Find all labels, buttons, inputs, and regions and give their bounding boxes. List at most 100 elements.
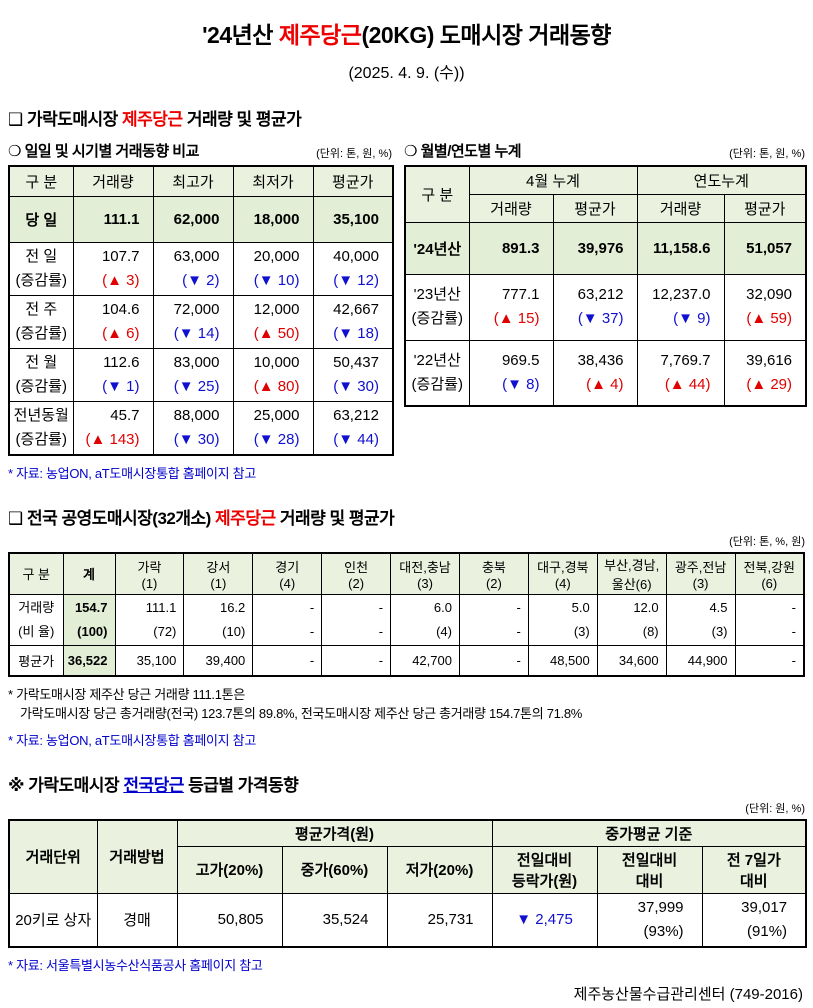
ratio-line: (10) xyxy=(222,624,246,639)
year24-row: '24년산 891.3 39,976 11,158.6 51,057 xyxy=(404,221,807,275)
value-cell: 45.7 (▲ 143) xyxy=(72,400,154,455)
row-label-cell: '23년산 (증감률) xyxy=(404,273,470,341)
value-cell: 6.0 (4) xyxy=(390,594,460,646)
ratio-line: - xyxy=(378,624,384,639)
grade-data-row: 20키로 상자 경매 50,805 35,524 25,731 ▼ 2,475 … xyxy=(8,892,807,947)
national-volume-row: 거래량 (비 율) 154.7 (100) 111.1 (72) 16.2 (10) -… xyxy=(8,594,805,646)
col-header-high: 최고가 xyxy=(152,165,234,197)
value-cell: 88,000 (▼ 30) xyxy=(152,400,234,455)
section1-suffix: 거래량 및 평균가 xyxy=(182,110,302,129)
header-line: 전일대비 xyxy=(516,851,573,869)
section-grade-heading: ※ 가락도매시장 전국당근 등급별 가격동향 xyxy=(8,771,805,796)
change-line: (▼ 28) xyxy=(253,430,300,448)
section1-product-highlight: 제주당근 xyxy=(122,110,183,129)
vs-prev-day-cell: 37,999 (93%) xyxy=(596,892,703,947)
grade-header-row1: 거래단위 거래방법 평균가격(원) 중가평균 기준 xyxy=(8,819,807,894)
value-cell: 111.1 (72) xyxy=(114,594,185,646)
row-label-cell: '22년산 (증감률) xyxy=(404,339,470,407)
row-sublabel: (증감률) xyxy=(411,310,463,327)
col-header-market: 강서 (1) xyxy=(183,552,254,595)
value-cell: - xyxy=(252,645,323,676)
cumulative-table: 구 분 4월 누계 연도누계 거래량 평균가 거래량 평균가 '24년산 891… xyxy=(404,165,808,407)
col-header-market: 대전,충남 (3) xyxy=(390,552,460,595)
col-header-market: 경기 (4) xyxy=(252,552,323,595)
col-header-day-diff: 전일대비 등락가(원) xyxy=(491,845,598,894)
cumulative-table-unit: (단위: 톤, 원, %) xyxy=(729,148,805,160)
section-garak-heading: ❑ 가락도매시장 제주당근 거래량 및 평균가 xyxy=(8,105,805,130)
col-header-vs-prev-day: 전일대비 대비 xyxy=(596,845,703,894)
value-line: 45.7 xyxy=(110,406,140,424)
cumulative-header-row1: 구 분 4월 누계 연도누계 xyxy=(404,165,807,223)
col-header-market: 광주,전남 (3) xyxy=(665,552,736,595)
section3-prefix: ※ 가락도매시장 xyxy=(8,775,124,795)
value-line: 6.0 xyxy=(433,600,452,615)
header-line: 전 7일가 xyxy=(726,851,781,869)
row-sublabel: (비 율) xyxy=(18,624,55,639)
value-line: 12.0 xyxy=(633,600,659,615)
change-line: (▲ 50) xyxy=(253,324,300,342)
value-cell: 20,000 (▼ 10) xyxy=(232,241,314,296)
value-line: 107.7 xyxy=(101,247,140,265)
ratio-line: - xyxy=(791,624,796,639)
footer-organization: 제주농산물수급관리센터 (749-2016) xyxy=(573,985,803,1003)
value-cell: 154.7 (100) xyxy=(62,594,116,646)
value-cell: 40,000 (▼ 12) xyxy=(312,241,394,296)
change-line: (▲ 44) xyxy=(664,375,711,393)
value-cell: 63,212 (▼ 44) xyxy=(312,400,394,455)
value-line: 104.6 xyxy=(101,300,140,318)
col-header-avg: 평균가 xyxy=(312,165,394,197)
garak-share-note: * 가락도매시장 제주산 당근 거래량 111.1톤은 가락도매시장 당근 총거… xyxy=(8,685,805,723)
row-sublabel: (증감률) xyxy=(15,271,67,289)
change-line: (▼ 1) xyxy=(102,377,140,395)
prev-year-month-row: 전년동월 (증감률) 45.7 (▲ 143) 88,000 (▼ 30) 25,00… xyxy=(8,400,394,455)
section-national-heading: ❑ 전국 공영도매시장(32개소) 제주당근 거래량 및 평균가 xyxy=(8,504,805,529)
market-name: 부산,경남, xyxy=(604,557,660,573)
col-header-total: 계 xyxy=(62,552,116,595)
trade-unit-value: 20키로 상자 xyxy=(8,892,98,947)
daily-table-unit: (단위: 톤, 원, %) xyxy=(316,148,392,160)
value-line: 154.7 xyxy=(74,600,108,615)
row-sublabel: (증감률) xyxy=(15,324,67,342)
col-header-volume: 거래량 xyxy=(72,165,154,197)
col-group-april: 4월 누계 xyxy=(468,165,638,195)
cumulative-table-title: ❍ 월별/연도별 누계 xyxy=(404,143,522,160)
col-header-mid60: 중가(60%) xyxy=(281,845,388,894)
row-label: 전 일 xyxy=(25,247,58,265)
market-count: (6) xyxy=(761,575,778,591)
value-line: 777.1 xyxy=(501,286,540,303)
value-cell: 34,600 xyxy=(596,645,667,676)
value-cell: - xyxy=(458,645,529,676)
col-header-gubun: 구 분 xyxy=(8,552,64,595)
year22-row: '22년산 (증감률) 969.5 (▼ 8) 38,436 (▲ 4) 7,769.… xyxy=(404,339,807,407)
col-header-trade-method: 거래방법 xyxy=(96,819,178,894)
note-line-2: 가락도매시장 당근 총거래량(전국) 123.7톤의 89.8%, 전국도매시장… xyxy=(20,705,583,721)
section3-suffix: 등급별 가격동향 xyxy=(183,775,299,795)
section3-product-highlight: 전국당근 xyxy=(123,775,184,795)
market-name: 가락 xyxy=(137,559,162,575)
ratio-line: (100) xyxy=(77,624,108,639)
value-cell: 83,000 (▼ 25) xyxy=(152,347,234,402)
row-label: 거래량 xyxy=(18,600,55,615)
ratio-line: (8) xyxy=(642,624,659,639)
value-line: 88,000 xyxy=(173,406,220,424)
cumulative-header-row2: 거래량 평균가 거래량 평균가 xyxy=(405,193,807,223)
col-header-vs-7day: 전 7일가 대비 xyxy=(701,845,807,894)
row-sublabel: (증감률) xyxy=(15,430,67,448)
title-product-highlight: 제주당근 xyxy=(278,22,362,48)
value-cell: 39,400 xyxy=(183,645,254,676)
value-line: 83,000 xyxy=(173,353,220,371)
value-cell: -- xyxy=(734,594,805,646)
value-cell: 10,000 (▲ 80) xyxy=(232,347,314,402)
value-line: 50,437 xyxy=(333,353,379,371)
daily-subhead-row: ❍ 일일 및 시기별 거래동향 비교 (단위: 톤, 원, %) xyxy=(8,140,392,161)
mid-price-value: 35,524 xyxy=(281,892,388,947)
page-title: '24년산 제주당근(20KG) 도매시장 거래동향 xyxy=(8,16,805,50)
value-line: 42,667 xyxy=(333,300,379,318)
value-cell: 107.7 (▲ 3) xyxy=(72,241,154,296)
daily-header-row: 구 분 거래량 최고가 최저가 평균가 xyxy=(8,165,394,197)
daily-comparison-block: ❍ 일일 및 시기별 거래동향 비교 (단위: 톤, 원, %) 구 분 거래량… xyxy=(8,140,394,456)
value-cell: 63,212 (▼ 37) xyxy=(552,273,638,341)
day-diff-value: ▼ 2,475 xyxy=(491,892,598,947)
change-line: (▼ 37) xyxy=(577,310,624,327)
value-line: - xyxy=(378,600,384,615)
